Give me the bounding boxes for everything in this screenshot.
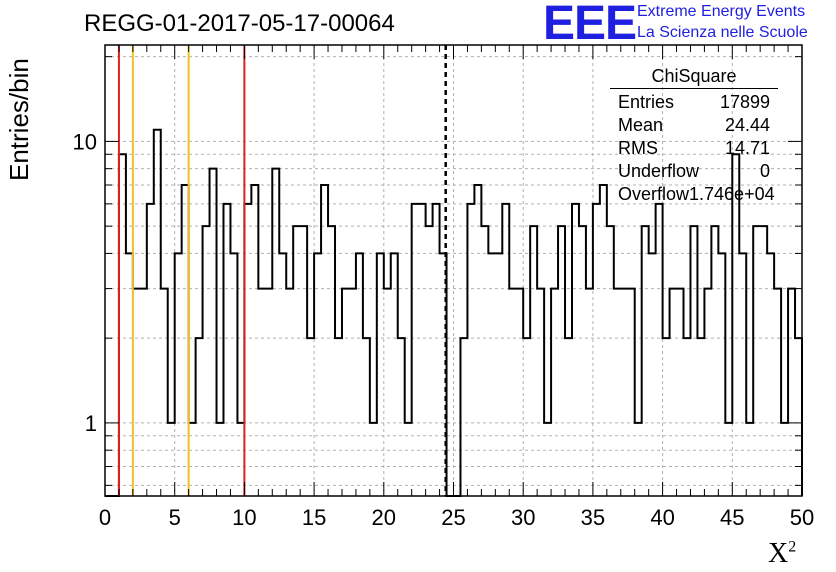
y-tick-label: 10 (73, 129, 97, 154)
x-tick-label: 0 (99, 505, 111, 530)
stats-value: 1.746e+04 (689, 184, 775, 204)
stats-label: Overflow (618, 184, 690, 204)
stats-row-mean: Mean 24.44 (610, 114, 778, 137)
stats-row-rms: RMS 14.71 (610, 137, 778, 160)
x-axis-label-sup: 2 (788, 538, 797, 556)
x-tick-label: 25 (441, 505, 465, 530)
y-axis-label: Entries/bin (4, 58, 34, 181)
stats-row-underflow: Underflow 0 (610, 160, 778, 183)
x-tick-label: 40 (650, 505, 674, 530)
stats-label: Underflow (618, 161, 700, 181)
stats-value: 0 (759, 161, 770, 181)
y-tick-label: 1 (85, 411, 97, 436)
x-tick-label: 20 (372, 505, 396, 530)
eee-logo: EEE (543, 0, 637, 50)
x-tick-label: 35 (581, 505, 605, 530)
stats-label: RMS (618, 138, 658, 158)
stats-label: Entries (618, 92, 675, 112)
x-axis-label: X2 (768, 538, 796, 570)
x-tick-label: 50 (790, 505, 814, 530)
x-tick-label: 15 (302, 505, 326, 530)
stats-row-entries: Entries 17899 (610, 91, 778, 114)
stats-name: ChiSquare (610, 66, 778, 89)
stats-row-overflow: Overflow 1.746e+04 (610, 183, 778, 206)
x-tick-label: 45 (720, 505, 744, 530)
stats-value: 17899 (719, 92, 770, 112)
stats-label: Mean (618, 115, 664, 135)
logo-line-2: La Scienza nelle Scuole (637, 24, 808, 41)
logo-line-1: Extreme Energy Events (637, 3, 806, 20)
stats-box: ChiSquare Entries 17899 Mean 24.44 RMS 1… (610, 66, 778, 206)
x-tick-label: 10 (232, 505, 256, 530)
x-axis-label-base: X (768, 538, 789, 569)
x-tick-label: 5 (169, 505, 181, 530)
stats-value: 24.44 (724, 115, 770, 135)
stats-value: 14.71 (724, 138, 770, 158)
x-tick-label: 30 (511, 505, 535, 530)
chart-title: REGG-01-2017-05-17-00064 (84, 10, 395, 37)
